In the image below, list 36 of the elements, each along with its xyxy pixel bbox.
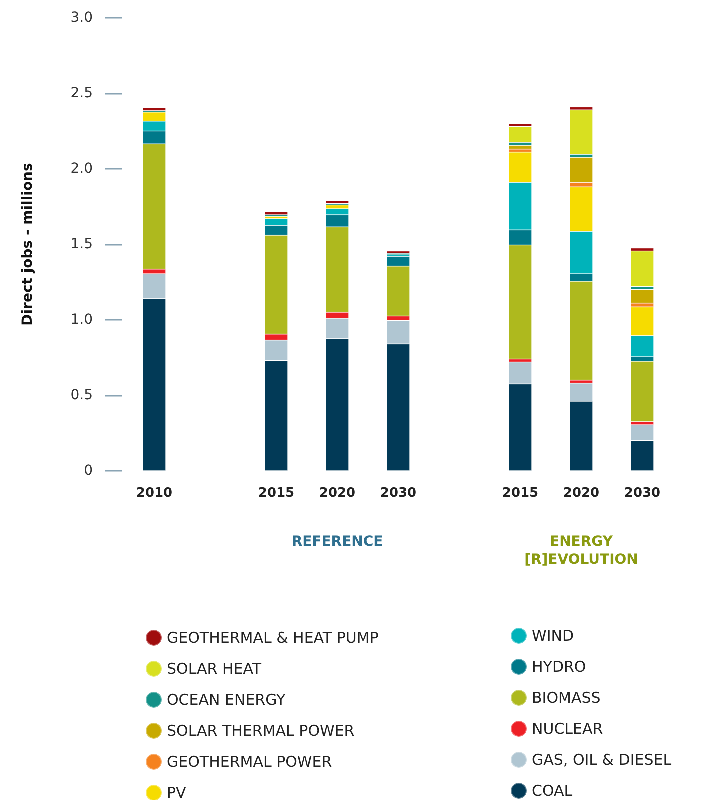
legend-label: SOLAR THERMAL POWER <box>167 722 355 740</box>
bar <box>509 126 532 143</box>
x-tick-label: 2020 <box>319 486 356 501</box>
legend-label: COAL <box>532 782 574 800</box>
legend-label: BIOMASS <box>532 689 601 707</box>
legend-label: SOLAR HEAT <box>167 660 262 678</box>
legend-label: GEOTHERMAL POWER <box>167 753 332 771</box>
legend-label: WIND <box>532 627 574 645</box>
y-axis-title: Direct jobs - millions <box>20 163 36 326</box>
bar <box>509 146 532 150</box>
legend-label: GAS, OIL & DIESEL <box>532 751 672 769</box>
legend-label: NUCLEAR <box>532 720 604 738</box>
y-tick-label: 2.5 <box>70 86 93 102</box>
x-tick-label: 2030 <box>624 486 661 501</box>
bar <box>265 212 288 216</box>
x-tick-label: 2030 <box>380 486 417 501</box>
y-tick-label: 2.0 <box>70 161 93 177</box>
x-tick-label: 2020 <box>563 486 600 501</box>
legend-label: GEOTHERMAL & HEAT PUMP <box>167 629 379 647</box>
bar <box>570 158 593 183</box>
x-tick-label: 2015 <box>502 486 539 501</box>
bar <box>570 110 593 155</box>
legend-label: HYDRO <box>532 658 586 676</box>
text: REFERENCE <box>292 534 384 550</box>
text: ENERGY [R]EVOLUTION <box>524 534 638 568</box>
y-tick-label: 1.0 <box>70 312 93 328</box>
bar <box>631 251 654 287</box>
y-tick-label: 0 <box>84 463 93 479</box>
y-tick-label: 1.5 <box>70 236 93 252</box>
y-tick-label: 0.5 <box>70 388 93 404</box>
legend-label: OCEAN ENERGY <box>167 691 286 709</box>
legend-label: PV <box>167 784 188 800</box>
x-tick-label: 2015 <box>258 486 295 501</box>
y-tick-label: 3.0 <box>70 10 93 26</box>
x-tick-label: 2010 <box>136 486 173 501</box>
bar <box>631 290 654 304</box>
